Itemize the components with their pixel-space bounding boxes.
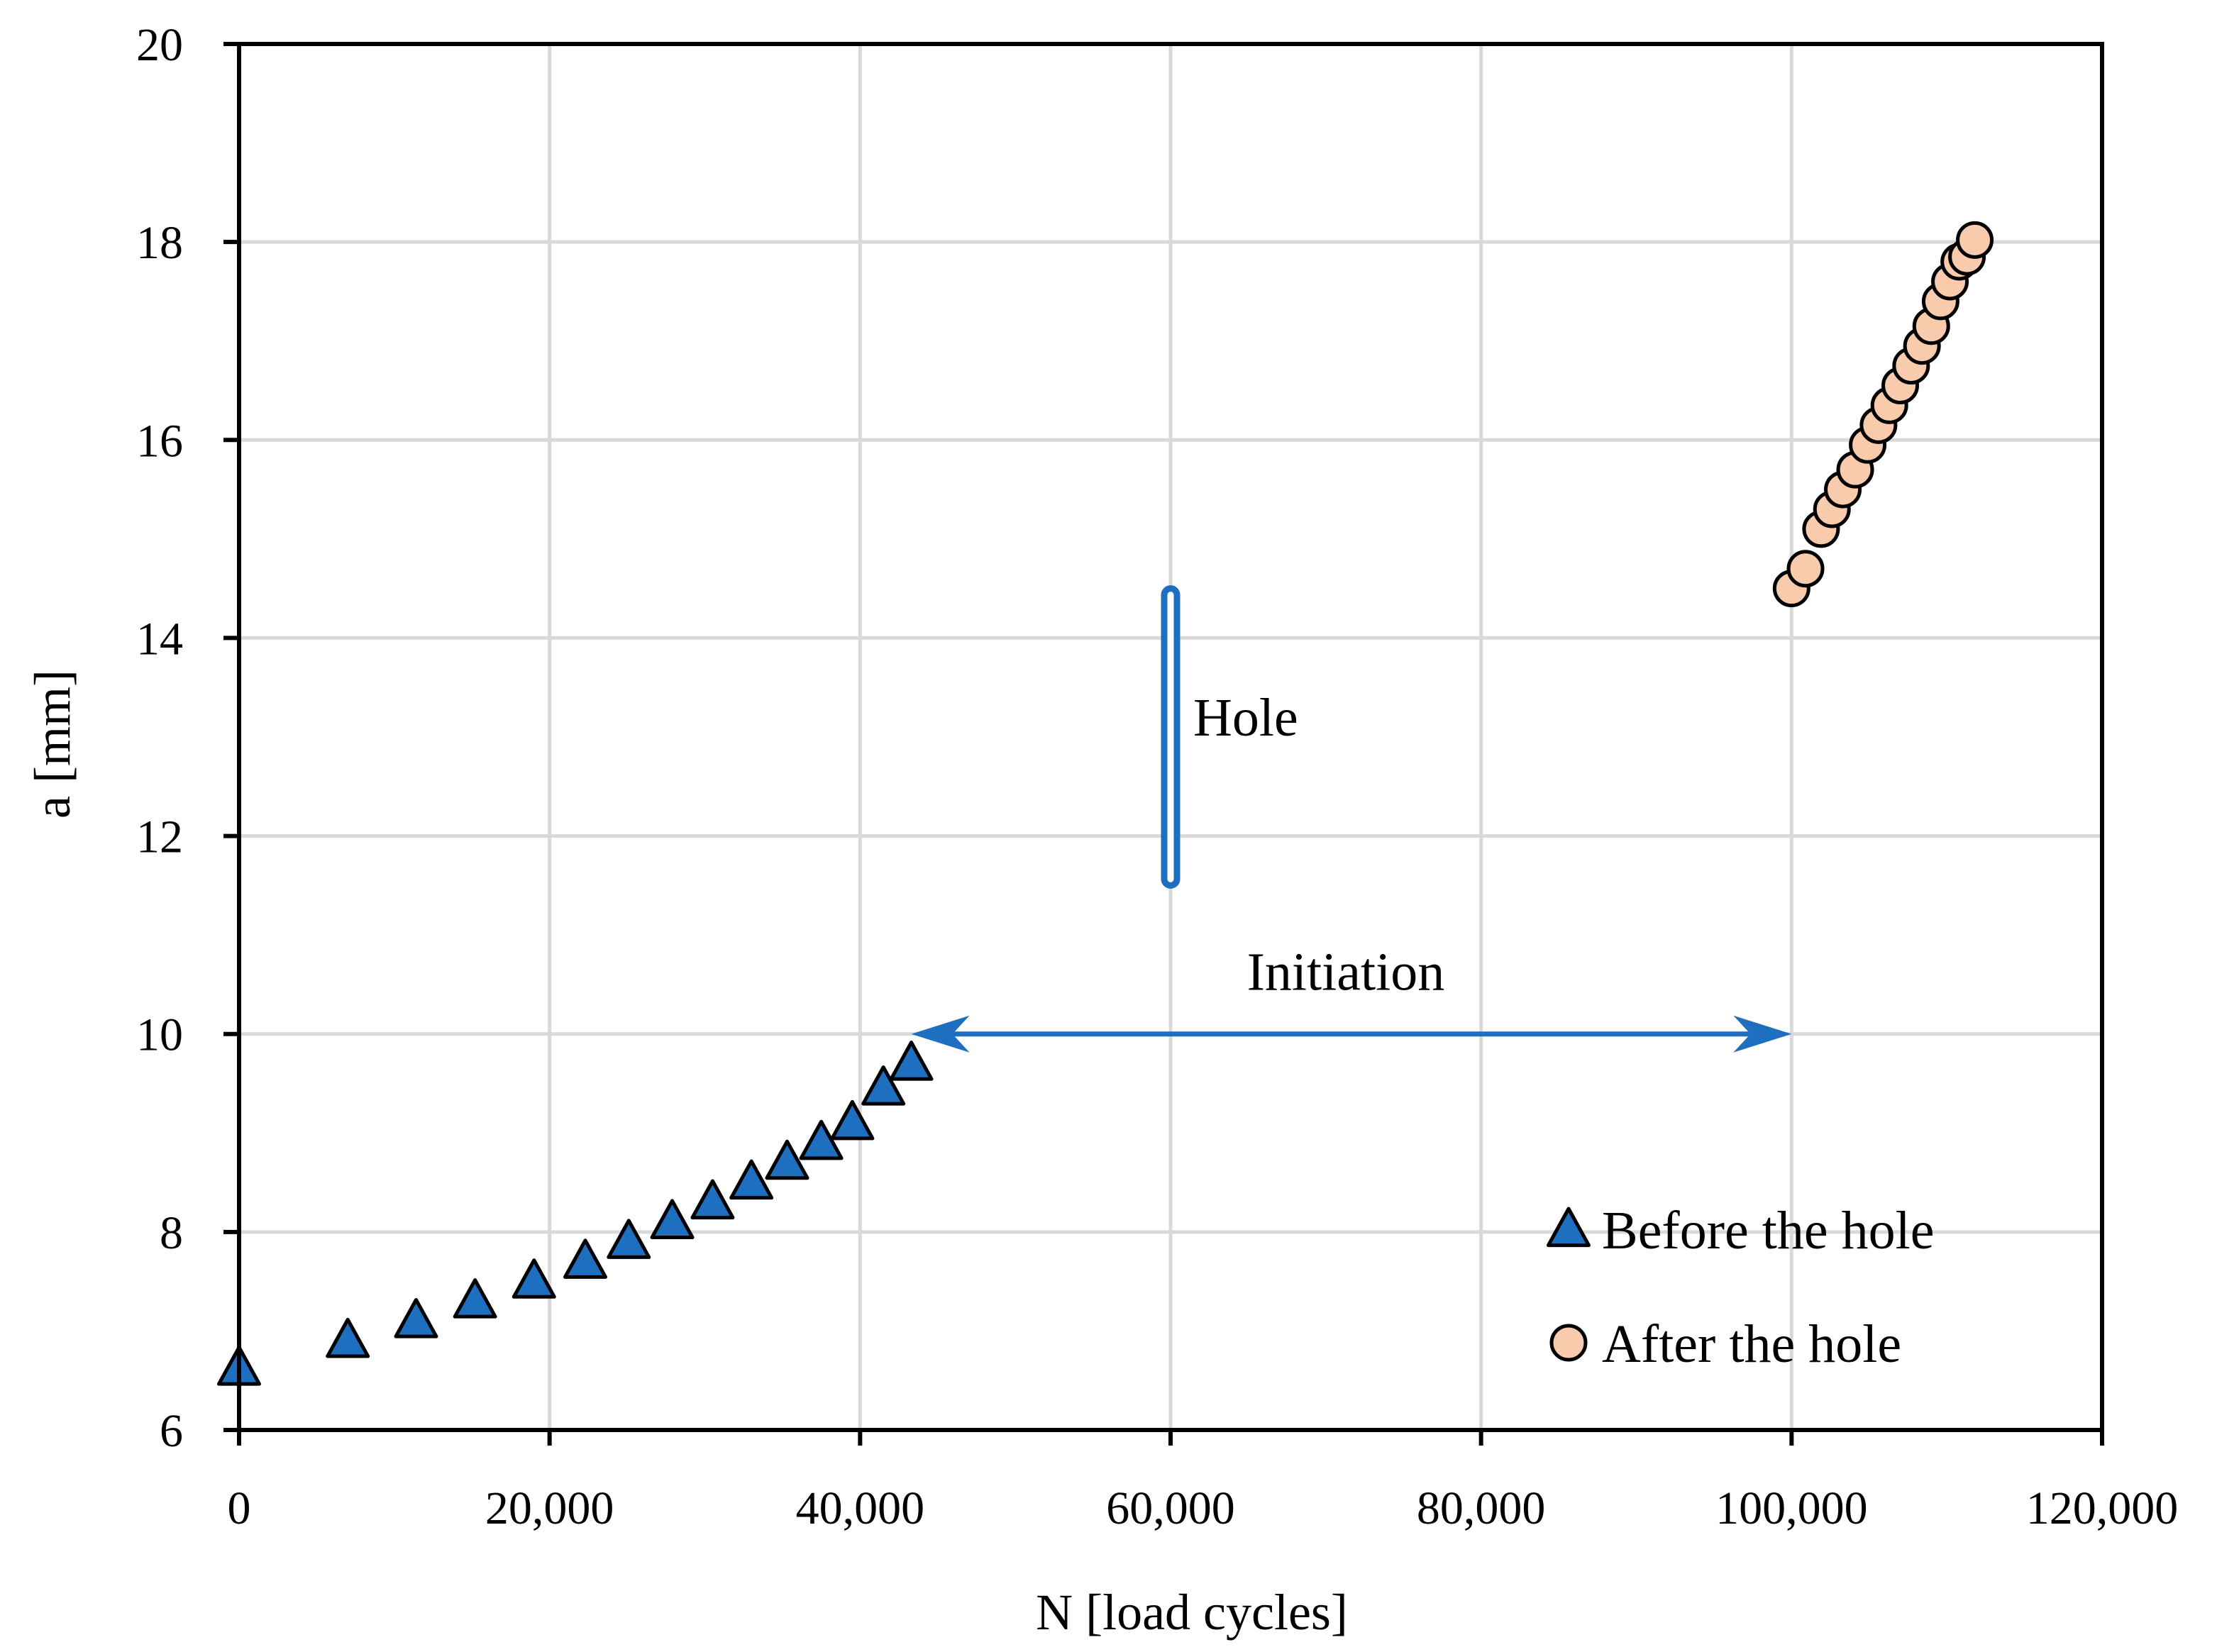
y-tick-label: 20 bbox=[136, 19, 183, 71]
data-point-before bbox=[512, 1258, 556, 1299]
data-points bbox=[217, 221, 1994, 1386]
x-tick-label: 80,000 bbox=[1417, 1482, 1546, 1534]
legend-label-before: Before the hole bbox=[1602, 1201, 1934, 1260]
initiation-label: Initiation bbox=[1247, 943, 1445, 1002]
data-point-before bbox=[563, 1238, 607, 1279]
y-tick-label: 12 bbox=[136, 811, 183, 863]
y-tick-label: 16 bbox=[136, 415, 183, 467]
x-tick-label: 120,000 bbox=[2026, 1482, 2179, 1534]
x-tick-label: 20,000 bbox=[485, 1482, 614, 1534]
y-tick-label: 18 bbox=[136, 217, 183, 269]
data-point-before bbox=[861, 1065, 906, 1106]
legend-label-after: After the hole bbox=[1602, 1314, 1901, 1374]
data-point-before bbox=[453, 1278, 497, 1319]
legend-marker-after bbox=[1549, 1324, 1588, 1362]
hole-bar bbox=[1161, 585, 1181, 889]
data-point-before bbox=[729, 1159, 774, 1200]
data-point-after bbox=[1786, 550, 1825, 588]
x-tick-labels: 0 20,000 40,000 60,000 80,000 100,000 120,000 bbox=[228, 1482, 2179, 1534]
x-tick-label: 0 bbox=[228, 1482, 251, 1534]
data-point-before bbox=[607, 1219, 651, 1259]
hole-label: Hole bbox=[1193, 688, 1298, 748]
data-point-before bbox=[326, 1317, 370, 1358]
y-tick-label: 10 bbox=[136, 1009, 183, 1061]
data-point-before bbox=[690, 1179, 735, 1220]
y-axis-title: a [mm] bbox=[24, 670, 81, 819]
x-axis-title: N [load cycles] bbox=[1036, 1584, 1348, 1641]
data-point-before bbox=[765, 1139, 809, 1180]
x-tick-label: 40,000 bbox=[796, 1482, 925, 1534]
initiation-arrowhead-right bbox=[1733, 1015, 1792, 1053]
y-tick-label: 14 bbox=[136, 613, 183, 665]
data-point-before bbox=[889, 1041, 934, 1081]
x-tick-label: 60,000 bbox=[1106, 1482, 1235, 1534]
data-point-before bbox=[830, 1099, 875, 1141]
y-tick-label: 6 bbox=[160, 1405, 183, 1457]
annotations-layer: Hole Initiation bbox=[911, 585, 1792, 1053]
y-tick-label: 8 bbox=[160, 1207, 183, 1259]
x-tick-label: 100,000 bbox=[1715, 1482, 1868, 1534]
data-point-before bbox=[650, 1199, 695, 1239]
y-tick-labels: 6 8 10 12 14 16 18 20 bbox=[136, 19, 183, 1457]
initiation-arrowhead-left bbox=[911, 1015, 970, 1053]
data-point-before bbox=[394, 1297, 438, 1338]
data-point-after bbox=[1956, 221, 1994, 259]
legend: Before the hole After the hole bbox=[1547, 1201, 1934, 1374]
legend-marker-before bbox=[1547, 1207, 1591, 1248]
axis-ticks bbox=[223, 42, 2104, 1446]
